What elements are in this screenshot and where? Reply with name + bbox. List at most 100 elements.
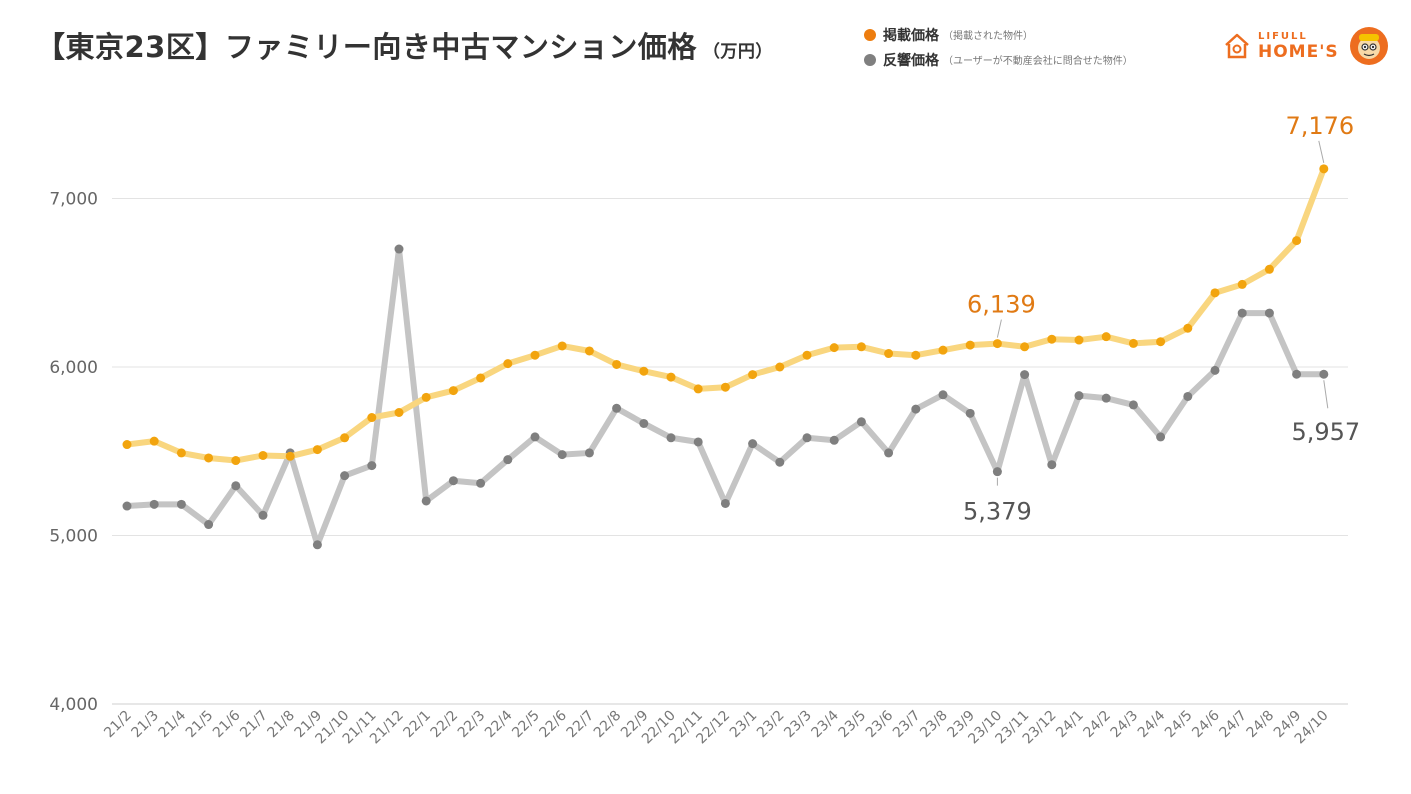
data-point	[666, 372, 676, 382]
data-point	[149, 499, 159, 509]
data-point	[1237, 308, 1247, 318]
data-point	[1156, 337, 1166, 347]
legend: 掲載価格 （掲載された物件） 反響価格 （ユーザーが不動産会社に問合せた物件）	[864, 22, 1133, 72]
data-point	[258, 510, 268, 520]
x-tick-label: 22/3	[455, 708, 489, 742]
data-point	[149, 436, 159, 446]
data-point	[557, 341, 567, 351]
data-point	[448, 386, 458, 396]
data-point	[911, 350, 921, 360]
data-point	[584, 346, 594, 356]
y-tick-label: 6,000	[49, 358, 98, 378]
x-tick-label: 23/3	[781, 708, 815, 742]
data-point	[802, 350, 812, 360]
y-tick-label: 4,000	[49, 695, 98, 715]
data-point	[829, 343, 839, 353]
data-point	[639, 418, 649, 428]
legend-note-listing-price: （掲載された物件）	[943, 31, 1033, 42]
legend-item-inquiry-price: 反響価格 （ユーザーが不動産会社に問合せた物件）	[864, 47, 1133, 72]
data-point	[367, 413, 377, 423]
data-point	[938, 390, 948, 400]
data-point	[231, 456, 241, 466]
data-point	[720, 382, 730, 392]
data-point	[176, 499, 186, 509]
data-point	[1020, 342, 1030, 352]
data-point	[231, 481, 241, 491]
x-tick-label: 22/2	[428, 708, 462, 742]
y-tick-label: 5,000	[49, 527, 98, 547]
data-point	[421, 392, 431, 402]
data-point	[748, 370, 758, 380]
legend-item-listing-price: 掲載価格 （掲載された物件）	[864, 22, 1133, 47]
data-point	[1101, 332, 1111, 342]
data-point	[1020, 370, 1030, 380]
x-tick-label: 22/1	[400, 708, 434, 742]
x-tick-label: 24/4	[1135, 707, 1169, 741]
x-tick-label: 24/6	[1189, 707, 1223, 741]
data-point	[911, 404, 921, 414]
data-point	[856, 417, 866, 427]
data-point	[1319, 369, 1329, 379]
data-point	[965, 408, 975, 418]
data-point	[1183, 323, 1193, 333]
data-point	[802, 433, 812, 443]
data-point	[775, 362, 785, 372]
data-point	[938, 345, 948, 355]
series	[122, 164, 1329, 550]
data-point	[829, 435, 839, 445]
x-tick-label: 23/1	[727, 708, 761, 742]
data-callout-label: 5,957	[1291, 418, 1360, 446]
data-point	[856, 342, 866, 352]
x-tick-label: 21/3	[128, 708, 162, 742]
mascot-icon	[1349, 27, 1388, 65]
x-tick-label: 22/5	[509, 708, 543, 742]
data-callout-label: 5,379	[963, 498, 1032, 526]
x-tick-label: 24/7	[1216, 708, 1250, 742]
data-point	[965, 340, 975, 350]
x-axis-ticks: 21/221/321/421/521/621/721/821/921/1021/…	[101, 707, 1331, 747]
x-tick-label: 22/8	[591, 708, 625, 742]
x-tick-label: 22/6	[536, 707, 570, 741]
data-point	[1128, 400, 1138, 410]
legend-note-inquiry-price: （ユーザーが不動産会社に問合せた物件）	[943, 56, 1133, 67]
data-point	[666, 433, 676, 443]
chart-title-text: 【東京23区】ファミリー向き中古マンション価格	[36, 30, 697, 64]
x-tick-label: 21/4	[156, 707, 190, 741]
data-point	[1210, 288, 1220, 298]
logo-text-bottom: HOME'S	[1258, 41, 1339, 62]
data-point	[1210, 365, 1220, 375]
data-point	[476, 478, 486, 488]
data-point	[204, 520, 214, 530]
data-point	[1047, 334, 1057, 344]
data-point	[421, 496, 431, 506]
data-point	[503, 455, 513, 465]
chart-title: 【東京23区】ファミリー向き中古マンション価格 （万円）	[36, 24, 773, 66]
legend-label-inquiry-price: 反響価格	[883, 52, 939, 69]
data-point	[992, 467, 1002, 477]
data-point	[448, 476, 458, 486]
x-tick-label: 23/2	[754, 708, 788, 742]
data-point	[312, 540, 322, 550]
data-point	[394, 407, 404, 417]
annotations: 7,176 6,139 5,379 5,957	[963, 112, 1360, 526]
y-tick-label: 7,000	[49, 190, 98, 210]
house-icon	[1225, 33, 1249, 59]
legend-label-listing-price: 掲載価格	[883, 27, 939, 44]
data-point	[1264, 264, 1274, 274]
x-tick-label: 24/3	[1108, 708, 1142, 742]
data-point	[285, 451, 295, 461]
data-point	[176, 448, 186, 458]
data-point	[612, 359, 622, 369]
x-tick-label: 23/5	[836, 708, 870, 742]
data-point	[1264, 308, 1274, 318]
data-point	[340, 433, 350, 443]
data-point	[530, 432, 540, 442]
x-tick-label: 24/2	[1080, 708, 1114, 742]
x-tick-label: 21/7	[237, 708, 271, 742]
data-point	[1237, 279, 1247, 289]
callout-leader	[1318, 140, 1325, 163]
data-point	[340, 471, 350, 481]
callout-leader	[1323, 380, 1329, 409]
data-point	[258, 450, 268, 460]
